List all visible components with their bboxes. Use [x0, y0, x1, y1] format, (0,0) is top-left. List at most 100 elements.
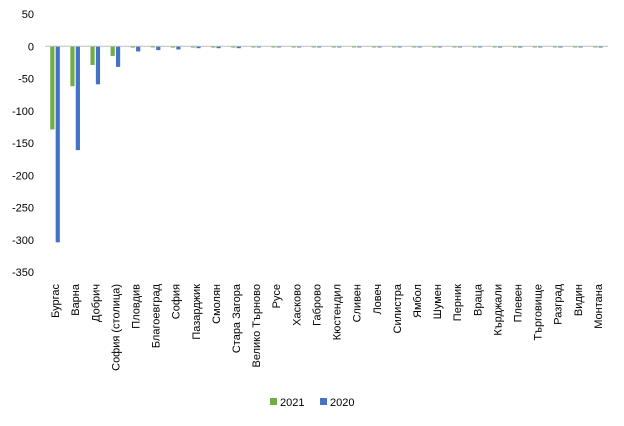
bar-2021	[90, 46, 95, 65]
bar-2021	[351, 46, 357, 48]
bar-2021	[552, 46, 558, 48]
bar-2021	[271, 46, 276, 48]
bar-2020	[377, 46, 382, 48]
bar-2020	[357, 46, 362, 48]
y-axis-ticks: 50 0 -50 -100 -150 -200 -250 -300 -350	[12, 9, 34, 279]
category-label: Търговище	[533, 284, 545, 341]
category-label: Варна	[70, 283, 82, 316]
bar-2020	[337, 46, 342, 48]
category-label: Плевен	[513, 284, 525, 322]
category-label: Монтана	[593, 283, 605, 329]
category-label: Разград	[553, 283, 565, 324]
category-label: Враца	[472, 283, 484, 316]
category-label: Пазарджик	[191, 284, 203, 340]
y-tick-label: -150	[12, 138, 34, 150]
bars-group	[50, 46, 603, 243]
y-tick-label: -100	[12, 106, 34, 118]
bar-2020	[578, 46, 583, 48]
bar-2021	[331, 46, 336, 48]
bar-2021	[492, 46, 497, 48]
category-label: Смолян	[211, 284, 223, 324]
bar-2021	[50, 46, 55, 130]
bar-2020	[598, 46, 603, 48]
bar-2020	[256, 46, 261, 48]
bar-2020	[498, 46, 503, 48]
bar-2021	[392, 46, 397, 48]
category-label: Велико Търново	[251, 284, 263, 368]
legend-label-2020: 2020	[330, 397, 354, 409]
bar-2021	[452, 46, 457, 48]
bar-2020	[236, 46, 241, 49]
bar-2021	[593, 46, 598, 48]
bar-2021	[70, 46, 75, 87]
bar-2020	[115, 46, 121, 67]
y-tick-label: -200	[12, 170, 34, 182]
y-tick-label: -50	[18, 74, 34, 86]
bar-2020	[397, 46, 402, 48]
legend-swatch-2020	[320, 398, 327, 405]
bar-2021	[291, 46, 296, 48]
bar-2020	[317, 46, 322, 48]
bar-2021	[251, 46, 256, 48]
y-tick-label: -250	[12, 203, 34, 215]
bar-2021	[150, 46, 155, 48]
bar-2021	[371, 46, 377, 48]
category-label: Стара Загора	[231, 283, 243, 353]
bar-2021	[412, 46, 417, 48]
category-label: Габрово	[311, 284, 323, 326]
bar-2020	[437, 46, 442, 48]
category-label: Ловеч	[372, 284, 384, 315]
category-label: Кърджали	[492, 284, 504, 336]
category-label: Благоевград	[151, 283, 163, 348]
bar-2020	[457, 46, 462, 48]
legend-swatch-2021	[270, 398, 277, 405]
bar-2020	[176, 46, 181, 50]
category-label: Бургас	[50, 284, 62, 318]
bar-2020	[216, 46, 221, 49]
bar-2021	[231, 46, 236, 48]
category-label: Кюстендил	[332, 284, 344, 340]
bar-2020	[276, 46, 282, 48]
legend-label-2021: 2021	[280, 397, 304, 409]
bar-2021	[211, 46, 216, 48]
bar-2020	[156, 46, 161, 51]
bar-2020	[477, 46, 483, 48]
bar-2020	[55, 46, 60, 243]
category-label: Шумен	[432, 284, 444, 319]
bar-2020	[558, 46, 563, 48]
bar-2021	[191, 46, 196, 48]
category-label: Добрич	[90, 284, 102, 322]
category-label: Пловдив	[130, 284, 142, 329]
bar-2020	[417, 46, 422, 48]
category-label: София	[171, 284, 183, 319]
y-tick-label: -350	[12, 267, 34, 279]
bar-2020	[196, 46, 201, 49]
bar-2021	[170, 46, 176, 48]
bar-2020	[296, 46, 302, 48]
bar-2020	[136, 46, 141, 52]
bar-2020	[75, 46, 80, 151]
y-tick-label: 50	[22, 9, 34, 21]
bar-2020	[538, 46, 543, 48]
bar-2020	[518, 46, 523, 48]
category-labels: Бургас Варна Добрич София (столица) Пловдив Б…	[50, 283, 605, 371]
bar-2021	[432, 46, 437, 48]
bar-2021	[472, 46, 477, 48]
category-label: Перник	[452, 284, 464, 321]
category-label: Видин	[573, 284, 585, 316]
category-label: Силистра	[392, 283, 404, 333]
bar-2021	[532, 46, 538, 48]
category-label: Сливен	[352, 284, 364, 322]
bar-2021	[311, 46, 316, 48]
bar-2021	[512, 46, 517, 48]
bar-2021	[573, 46, 578, 48]
bar-2021	[130, 46, 135, 48]
legend: 2021 2020	[270, 397, 354, 409]
y-tick-label: -300	[12, 235, 34, 247]
category-label: Ямбол	[412, 284, 424, 318]
category-label: София (столица)	[110, 284, 122, 371]
bar-2020	[95, 46, 101, 85]
bar-2021	[110, 46, 115, 56]
